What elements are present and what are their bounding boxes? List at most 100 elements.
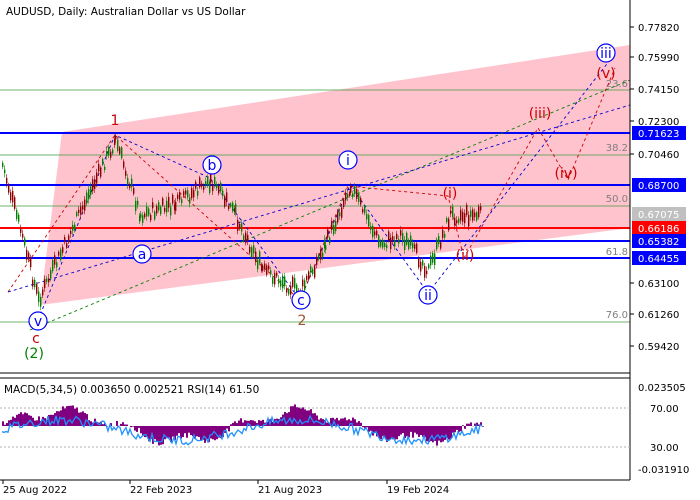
macd-bar <box>120 423 122 426</box>
candle-body <box>276 272 278 277</box>
macd-bar <box>64 408 66 426</box>
candle-body <box>400 230 402 236</box>
candle-body <box>266 265 268 275</box>
price-label-065382: 0.65382 <box>638 237 679 248</box>
candle-body <box>234 208 236 213</box>
candle-body <box>364 206 366 214</box>
macd-bar <box>156 426 158 443</box>
candle-body <box>108 147 110 156</box>
candle-body <box>308 271 310 280</box>
candle-body <box>170 207 172 216</box>
macd-bar <box>204 426 206 443</box>
candle-body <box>302 279 304 287</box>
candle-body <box>237 219 239 231</box>
macd-histogram <box>2 404 484 446</box>
macd-bar <box>352 417 354 426</box>
macd-bar <box>236 423 238 426</box>
macd-bar <box>142 426 144 436</box>
candle-body <box>408 239 410 249</box>
time-tick-aug-2022: 25 Aug 2022 <box>3 485 67 496</box>
candle-body <box>32 279 34 287</box>
macd-bar <box>314 413 316 426</box>
chart-title: AUDUSD, Daily: Australian Dollar vs US D… <box>6 6 246 18</box>
candle-body <box>442 229 444 238</box>
price-tick-05942: 0.59420 <box>638 342 679 353</box>
candle-body <box>142 215 144 223</box>
candle-body <box>392 236 394 240</box>
macd-bar <box>382 426 384 437</box>
macd-bar <box>172 426 174 437</box>
candle-body <box>114 138 116 146</box>
candle-body <box>290 285 292 295</box>
candle-body <box>339 212 341 217</box>
macd-bar <box>38 416 40 426</box>
macd-bar <box>126 424 128 426</box>
wave-label-ii: ii <box>424 288 432 304</box>
macd-bar <box>476 422 478 426</box>
indicator-panel[interactable]: MACD(5,34,5) 0.003650 0.002521 RSI(14) 6… <box>0 383 689 476</box>
macd-bar <box>340 418 342 426</box>
macd-bar <box>344 417 346 426</box>
macd-bar <box>444 426 446 440</box>
macd-bar <box>456 426 458 430</box>
macd-bar <box>306 410 308 426</box>
macd-bar <box>360 422 362 426</box>
price-label-067075: 0.67075 <box>638 210 679 221</box>
candle-body <box>148 208 150 216</box>
candle-body <box>56 262 58 268</box>
candle-body <box>92 179 94 192</box>
wave-label-iii: iii <box>600 46 612 62</box>
macd-bar <box>304 409 306 426</box>
macd-bar <box>200 426 202 441</box>
macd-bar <box>446 426 448 438</box>
macd-bar <box>452 426 454 433</box>
macd-bar <box>416 426 418 435</box>
candle-body <box>422 260 424 266</box>
macd-bar <box>468 423 470 426</box>
macd-bar <box>298 407 300 426</box>
macd-bar <box>396 426 398 440</box>
macd-bar <box>262 419 264 426</box>
macd-bar <box>196 426 198 437</box>
macd-bar <box>398 426 400 437</box>
macd-bar <box>266 421 268 426</box>
candle-body <box>327 229 329 238</box>
candle-body <box>94 179 96 190</box>
candle-body <box>228 205 230 209</box>
price-tick-07599: 0.75990 <box>638 53 679 64</box>
macd-bar <box>144 426 146 438</box>
macd-bar <box>460 426 462 432</box>
macd-bar <box>302 407 304 426</box>
candle-body <box>402 233 404 242</box>
candle-body <box>115 135 117 140</box>
candle-body <box>322 252 324 257</box>
candle-body <box>209 181 211 193</box>
macd-bar <box>238 420 240 426</box>
candle-body <box>352 193 354 198</box>
macd-bar <box>432 426 434 443</box>
macd-bar <box>16 414 18 426</box>
candle-body <box>144 213 146 218</box>
macd-bar <box>90 421 92 426</box>
candle-body <box>78 209 80 213</box>
candle-body <box>183 191 185 196</box>
candle-body <box>341 207 343 218</box>
wave-label-c-red: c <box>32 331 40 347</box>
macd-bar <box>402 426 404 434</box>
macd-bar <box>388 426 390 440</box>
macd-bar <box>198 426 200 437</box>
candle-body <box>214 176 216 186</box>
candle-body <box>446 218 448 223</box>
candle-body <box>456 220 458 224</box>
candle-body <box>345 193 347 201</box>
candle-body <box>426 270 428 275</box>
macd-bar <box>180 426 182 439</box>
price-tick-07782: 0.77820 <box>638 23 679 34</box>
macd-bar <box>138 426 140 428</box>
candle-body <box>207 176 209 187</box>
macd-bar <box>404 426 406 438</box>
rsi-line <box>1 414 483 447</box>
macd-bar <box>140 426 142 434</box>
macd-bar <box>330 418 332 426</box>
